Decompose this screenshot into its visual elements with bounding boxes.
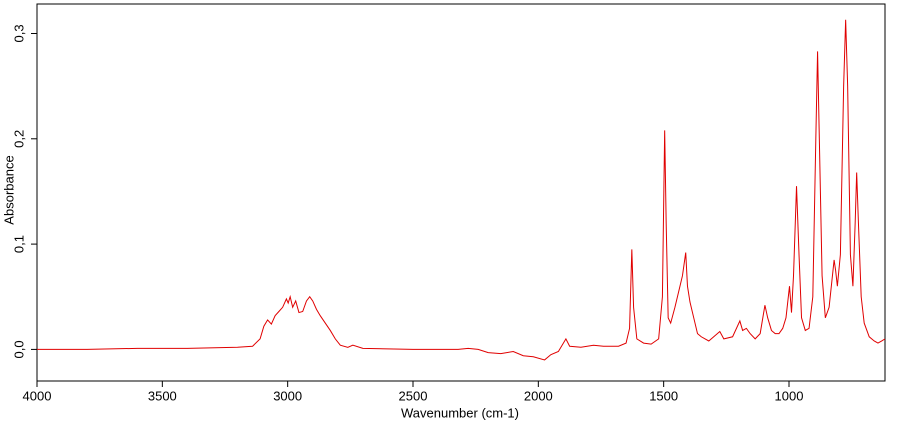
- x-tick-label: 4000: [23, 388, 52, 403]
- y-tick-label: 0,2: [11, 130, 26, 148]
- x-tick-label: 2500: [399, 388, 428, 403]
- plot-frame: [36, 3, 886, 382]
- y-tick-label: 0,1: [11, 235, 26, 253]
- x-axis-title: Wavenumber (cm-1): [401, 405, 519, 420]
- x-tick-label: 3500: [148, 388, 177, 403]
- x-tick-label: 2000: [524, 388, 553, 403]
- x-tick-label: 1000: [775, 388, 804, 403]
- spectrum-line: [37, 19, 886, 361]
- x-tick-label: 3000: [273, 388, 302, 403]
- y-tick-label: 0,0: [11, 340, 26, 358]
- y-axis-title: Absorbance: [1, 155, 16, 224]
- y-tick-label: 0,3: [11, 24, 26, 42]
- x-tick-label: 1500: [649, 388, 678, 403]
